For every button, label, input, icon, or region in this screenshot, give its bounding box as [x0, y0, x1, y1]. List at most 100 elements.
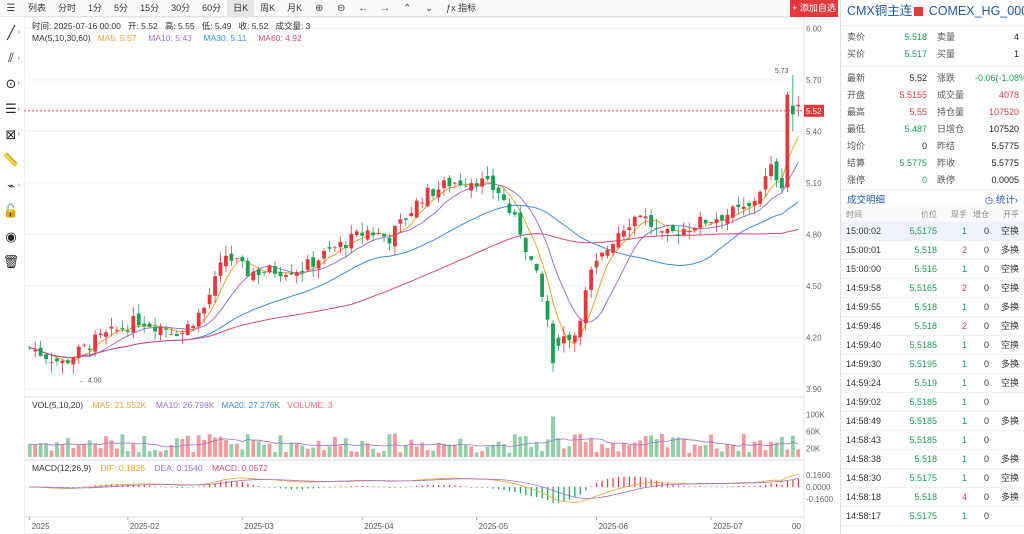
- chart-canvas[interactable]: 6.00 5.70 5.40 5.10 4.80 4.50 4.20 3.90 5.52 5.73…: [23, 16, 840, 534]
- macd-bar: [236, 481, 238, 487]
- trade-col-header: 时间: [846, 210, 862, 219]
- trade-row[interactable]: 14:58:43 5.5185 1 0: [841, 431, 1024, 450]
- trade-cell: 0: [983, 378, 989, 388]
- period-tab-2[interactable]: 1分: [88, 2, 103, 13]
- trade-row[interactable]: 14:59:30 5.5195 1 0 多换: [841, 355, 1024, 374]
- vol-bar: [131, 443, 136, 457]
- vol-bar: [371, 448, 376, 457]
- trade-row[interactable]: 15:00:00 5.516 1 0 空换: [841, 260, 1024, 279]
- chevron-up-icon[interactable]: ⌃: [402, 2, 412, 14]
- menu-icon[interactable]: ☰: [6, 2, 16, 14]
- vol-bar: [93, 444, 98, 457]
- period-tab-0[interactable]: 列表: [28, 2, 47, 13]
- arrow-right-icon[interactable]: →: [380, 2, 391, 14]
- shape-tool[interactable]: ⊠ ›: [5, 126, 20, 142]
- point-tool[interactable]: ⊙ ›: [5, 75, 20, 91]
- period-tab-8[interactable]: 周K: [260, 2, 276, 13]
- candle-body: [109, 326, 114, 329]
- vol-bar: [780, 436, 784, 457]
- period-tab-6[interactable]: 60分: [202, 2, 222, 13]
- trade-row[interactable]: 14:59:55 5.518 1 0 多换: [841, 298, 1024, 317]
- candle-body: [164, 328, 168, 330]
- macd-bar: [519, 487, 521, 494]
- period-tab-5[interactable]: 30分: [171, 2, 191, 13]
- multi-line-tool[interactable]: ⫽ ›: [8, 50, 20, 66]
- candle-body: [311, 257, 316, 267]
- vol-bar: [540, 450, 544, 457]
- macd-bar: [410, 486, 412, 488]
- arrow-left-icon[interactable]: ←: [358, 2, 369, 14]
- horizontal-line-tool[interactable]: ☰ ›: [5, 101, 20, 117]
- zoom-out-icon[interactable]: ⊖: [336, 2, 346, 14]
- vol-bar: [403, 445, 408, 457]
- indicator-button[interactable]: ƒx 指标: [446, 2, 477, 13]
- period-tab-7[interactable]: 日K: [227, 0, 255, 17]
- trade-cell: 0: [983, 473, 989, 483]
- vol-bar: [469, 446, 474, 457]
- period-tab-1[interactable]: 分时: [58, 2, 77, 13]
- delete-tool[interactable]: 🗑: [0, 250, 22, 276]
- low-label: ← 4.00: [79, 378, 102, 385]
- trade-row[interactable]: 14:59:02 5.5185 1 0: [841, 393, 1024, 412]
- trade-row[interactable]: 14:58:30 5.5175 1 0 空换: [841, 469, 1024, 488]
- macd-bar: [361, 486, 363, 487]
- macd-bar: [574, 487, 576, 498]
- add-watchlist-button[interactable]: + 添加自选: [790, 0, 838, 17]
- period-tab-4[interactable]: 15分: [140, 2, 160, 13]
- time-tick: 2025-05: [479, 522, 509, 531]
- trade-row[interactable]: 14:58:18 5.518 4 0 多换: [841, 488, 1024, 507]
- vol-bar: [654, 439, 659, 457]
- macd-tick: 0.0000: [806, 483, 831, 492]
- candle-body: [452, 182, 457, 184]
- trade-row[interactable]: 15:00:01 5.518 2 0 多换: [841, 241, 1024, 260]
- vol-bar: [267, 443, 272, 457]
- candle-body: [447, 177, 452, 187]
- trend-line-tool[interactable]: ╱ ›: [7, 24, 20, 40]
- macd-bar: [765, 484, 767, 487]
- stats-label: 昨结: [937, 141, 956, 151]
- trade-row[interactable]: 14:58:38 5.518 1 0 多换: [841, 450, 1024, 469]
- candle-body: [180, 332, 185, 335]
- macd-bar: [72, 487, 75, 488]
- stats-label: 最新: [847, 73, 866, 83]
- trade-cell: 多换: [1000, 416, 1019, 426]
- stats-button[interactable]: ◷ 统计›: [984, 194, 1018, 206]
- candle-body: [343, 244, 348, 249]
- time-tick: 2025-06: [599, 522, 629, 531]
- magnet-tool[interactable]: ⌁ ›: [7, 177, 20, 193]
- trades-list[interactable]: 15:00:02 5.5175 1 0 空换 15:00:01 5.518 2 0 多换 15:00…: [841, 222, 1024, 526]
- macd-bar: [149, 485, 151, 487]
- ma30-value: MA30: 5.11: [203, 33, 247, 43]
- trade-row[interactable]: 14:59:46 5.518 2 0 空换: [841, 317, 1024, 336]
- trade-row[interactable]: 14:58:49 5.5185 1 0 多换: [841, 412, 1024, 431]
- candle-body: [747, 203, 752, 207]
- macd-bar: [198, 486, 200, 488]
- lock-tool[interactable]: 🔓: [0, 199, 22, 225]
- zoom-in-icon[interactable]: ⊕: [314, 2, 324, 14]
- trade-row[interactable]: 14:58:17 5.5175 1 0: [841, 507, 1024, 526]
- ruler-tool[interactable]: 📏: [0, 148, 22, 174]
- macd-bar: [487, 487, 489, 488]
- candle-body: [485, 175, 490, 180]
- trade-row[interactable]: 14:59:58 5.5165 2 0 空换: [841, 279, 1024, 298]
- trade-row[interactable]: 14:59:24 5.519 1 0 空换: [841, 374, 1024, 393]
- kline-chart[interactable]: 6.00 5.70 5.40 5.10 4.80 4.50 4.20 3.90 5.52 5.73…: [23, 16, 840, 534]
- stats-label: 涨停: [847, 175, 866, 185]
- trade-row[interactable]: 14:59:40 5.5185 1 0 空换: [841, 336, 1024, 355]
- macd-bar: [721, 486, 723, 488]
- trade-cell: 2: [961, 245, 967, 255]
- visibility-tool[interactable]: ◉: [0, 224, 22, 250]
- stats-label: 成交量: [937, 90, 965, 100]
- stats-value: 0: [921, 141, 927, 151]
- candle-body: [480, 178, 485, 187]
- vol-bar: [174, 438, 179, 457]
- period-tab-9[interactable]: 月K: [287, 2, 303, 13]
- vol-bar: [769, 441, 773, 457]
- macd-bar: [797, 478, 799, 487]
- period-tab-3[interactable]: 5分: [114, 2, 129, 13]
- chevron-down-icon[interactable]: ⌄: [424, 2, 434, 14]
- trade-row[interactable]: 15:00:02 5.5175 1 0 空换: [841, 222, 1024, 241]
- vol-bar: [180, 438, 185, 457]
- info-high: 高: 5.55: [164, 21, 195, 31]
- ohlc-info: 时间: 2025-07-16 00:00 开: 5.52 高: 5.55 低: …: [32, 20, 310, 32]
